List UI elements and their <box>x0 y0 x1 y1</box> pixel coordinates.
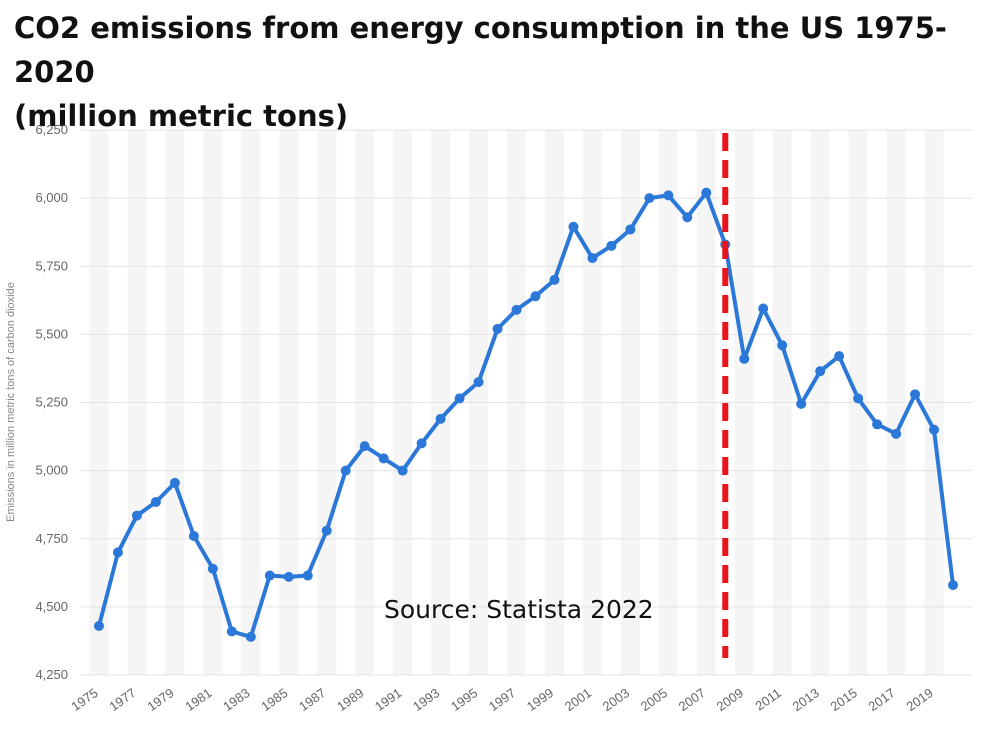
y-tick-label: 4,500 <box>35 599 68 614</box>
data-point <box>454 393 465 404</box>
x-tick-label: 2013 <box>790 685 822 714</box>
data-point <box>834 351 845 362</box>
emissions-line <box>97 190 955 639</box>
x-tick-label: 2003 <box>600 685 632 714</box>
x-tick-label: 2017 <box>866 685 898 714</box>
data-point <box>777 340 788 351</box>
data-point <box>549 274 560 285</box>
data-point <box>492 323 503 334</box>
data-point <box>739 353 750 364</box>
data-point <box>625 224 636 235</box>
data-point <box>169 477 180 488</box>
x-tick-label: 2001 <box>562 685 594 714</box>
data-point <box>910 389 921 400</box>
x-tick-label: 1977 <box>106 685 138 714</box>
x-tick-label: 1999 <box>524 685 556 714</box>
x-tick-label: 2015 <box>828 685 860 714</box>
data-point <box>112 547 123 558</box>
data-point <box>245 631 256 642</box>
data-point <box>188 531 199 542</box>
data-point <box>815 366 826 377</box>
data-point <box>682 212 693 223</box>
data-point <box>435 413 446 424</box>
y-tick-label: 5,750 <box>35 258 68 273</box>
y-tick-label: 4,250 <box>35 667 68 682</box>
data-point <box>568 221 579 232</box>
y-axis-label: Emissions in million metric tons of carb… <box>5 282 17 522</box>
data-point <box>511 304 522 315</box>
y-tick-label: 6,250 <box>35 122 68 137</box>
x-tick-label: 1981 <box>182 685 214 714</box>
x-tick-label: 1975 <box>68 685 100 714</box>
data-point <box>872 419 883 430</box>
x-tick-label: 1991 <box>372 685 404 714</box>
y-tick-label: 5,000 <box>35 463 68 478</box>
data-point <box>397 465 408 476</box>
data-point <box>131 510 142 521</box>
series-line <box>97 190 955 639</box>
data-points <box>93 187 959 642</box>
data-point <box>93 620 104 631</box>
x-tick-label: 1997 <box>486 685 518 714</box>
x-tick-label: 1989 <box>334 685 366 714</box>
x-tick-label: 1983 <box>220 685 252 714</box>
chart-title: CO2 emissions from energy consumption in… <box>14 6 984 138</box>
x-tick-label: 2007 <box>676 685 708 714</box>
x-tick-label: 1979 <box>144 685 176 714</box>
data-point <box>663 190 674 201</box>
x-tick-label: 1987 <box>296 685 328 714</box>
data-point <box>416 438 427 449</box>
data-point <box>853 393 864 404</box>
data-point <box>606 240 617 251</box>
x-tick-label: 1995 <box>448 685 480 714</box>
data-point <box>321 525 332 536</box>
data-point <box>929 424 940 435</box>
data-point <box>796 398 807 409</box>
data-point <box>359 441 370 452</box>
x-axis-tick-labels: 1975 1977 1979 1981 1983 1985 1987 1989 1991 1993… <box>68 685 935 714</box>
data-point <box>283 571 294 582</box>
data-point <box>587 253 598 264</box>
source-note: Source: Statista 2022 <box>384 595 654 624</box>
data-point <box>891 428 902 439</box>
y-tick-label: 5,250 <box>35 395 68 410</box>
chart-title-line-1: CO2 emissions from energy consumption in… <box>14 11 947 89</box>
data-point <box>530 291 541 302</box>
data-point <box>207 563 218 574</box>
data-point <box>150 496 161 507</box>
x-tick-label: 2019 <box>903 685 935 714</box>
data-point <box>758 303 769 314</box>
y-tick-label: 4,750 <box>35 531 68 546</box>
data-point <box>701 187 712 198</box>
data-point <box>302 570 313 581</box>
data-point <box>340 465 351 476</box>
x-tick-label: 2005 <box>638 685 670 714</box>
y-axis-tick-labels: 4,250 4,500 4,750 5,000 5,250 5,500 5,750 6,000… <box>35 122 68 682</box>
data-point <box>644 193 655 204</box>
x-tick-label: 2009 <box>714 685 746 714</box>
y-tick-label: 6,000 <box>35 190 68 205</box>
data-point <box>948 580 959 591</box>
y-tick-label: 5,500 <box>35 326 68 341</box>
data-point <box>473 377 484 388</box>
data-point <box>226 626 237 637</box>
x-tick-label: 1985 <box>258 685 290 714</box>
chart-title-line-2: (million metric tons) <box>14 99 349 133</box>
data-point <box>264 570 275 581</box>
gridlines <box>80 129 972 676</box>
data-point <box>378 453 389 464</box>
x-tick-label: 1993 <box>410 685 442 714</box>
x-tick-label: 2011 <box>752 685 784 713</box>
